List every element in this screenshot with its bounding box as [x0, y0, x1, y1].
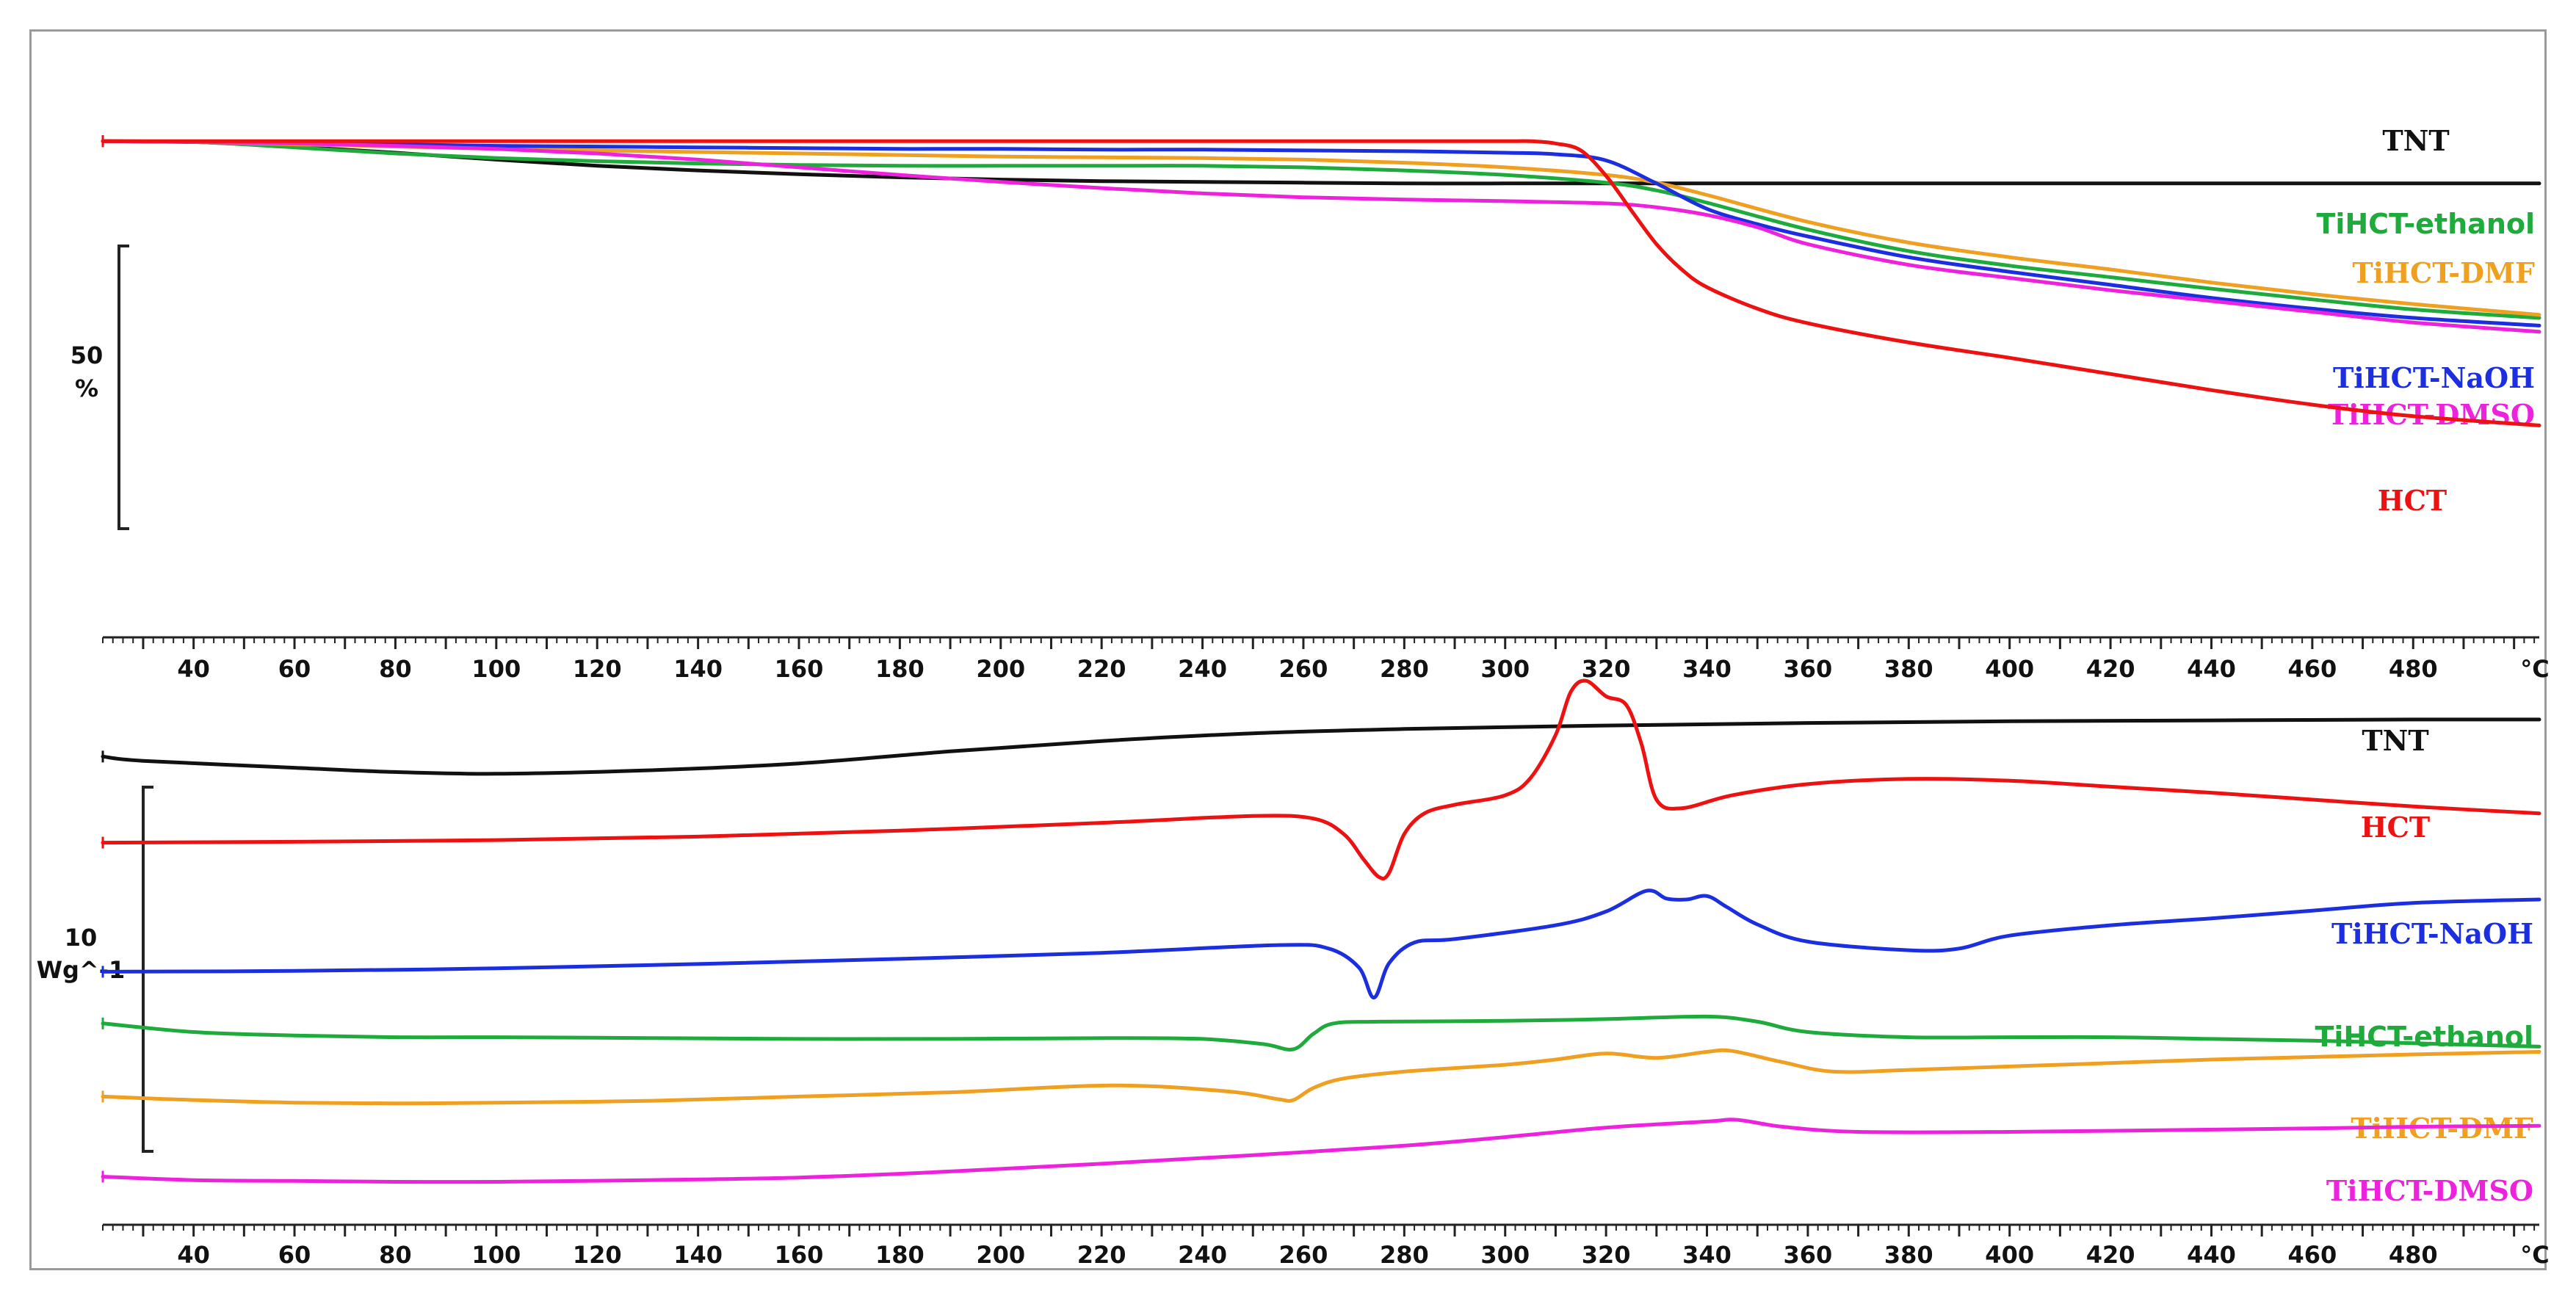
- x-tick-label: 360: [1784, 655, 1833, 683]
- chart-panel-tga: 40 60 80 100 120 140 160 180 200 220 240 260 280 300 3…: [70, 124, 2550, 683]
- x-tick-label: 420: [2086, 1241, 2135, 1269]
- x-tick-label: 480: [2389, 655, 2438, 683]
- x-tick-label: 320: [1582, 1241, 1631, 1269]
- series-line-hct: [101, 139, 2541, 427]
- x-tick-label: 80: [379, 1241, 412, 1269]
- x-tick-label: 340: [1682, 1241, 1732, 1269]
- x-tick-label: 380: [1884, 1241, 1933, 1269]
- x-tick-label: 440: [2187, 1241, 2236, 1269]
- x-tick-label: 440: [2187, 655, 2236, 683]
- series-label-hct: HCT: [2378, 484, 2447, 517]
- series-line-hct: [101, 678, 2541, 880]
- x-tick-label: 240: [1178, 1241, 1227, 1269]
- x-tick-label: 280: [1380, 1241, 1429, 1269]
- scale-bar-value: 10: [65, 924, 98, 952]
- x-tick-label: 40: [177, 1241, 210, 1269]
- x-tick-label: 100: [471, 655, 521, 683]
- series-label-tihct-naoh: TiHCT-NaOH: [2331, 917, 2533, 950]
- x-tick-label: 180: [875, 1241, 925, 1269]
- x-tick-label: 300: [1480, 1241, 1530, 1269]
- series-label-tihct-dmso: TiHCT-DMSO: [2326, 1174, 2533, 1207]
- x-tick-label: 280: [1380, 655, 1429, 683]
- x-tick-label: 160: [775, 1241, 824, 1269]
- x-tick-label: 100: [471, 1241, 521, 1269]
- x-tick-label: 320: [1582, 655, 1631, 683]
- series-label-tihct-naoh: TiHCT-NaOH: [2333, 361, 2535, 394]
- series-label-tihct-ethanol: TiHCT-ethanol: [2315, 1021, 2533, 1053]
- x-tick-label: 480: [2389, 1241, 2438, 1269]
- scale-bar: [142, 786, 153, 1153]
- series-line-tihct-dmso: [101, 139, 2541, 334]
- series-line-tihct-dmso: [101, 1118, 2541, 1184]
- x-tick-label: 460: [2287, 655, 2337, 683]
- x-tick-label: 240: [1178, 655, 1227, 683]
- x-tick-label: 140: [673, 655, 723, 683]
- scale-bar-value: 50: [70, 341, 104, 369]
- x-tick-label: 340: [1682, 655, 1732, 683]
- series-line-tihct-ethanol: [101, 1014, 2541, 1051]
- series-line-tihct-dmf: [101, 1048, 2541, 1106]
- x-tick-label: 60: [278, 1241, 311, 1269]
- x-tick-label: 60: [278, 655, 311, 683]
- x-unit-label: °C: [2520, 1241, 2549, 1269]
- x-tick-label: 80: [379, 655, 412, 683]
- x-tick-label: 180: [875, 655, 925, 683]
- chart-panel-dsc: 40 60 80 100 120 140 160 180 200 220 240 260 280 300 3…: [37, 678, 2550, 1269]
- x-tick-label: 120: [573, 655, 622, 683]
- series-label-tnt: TNT: [2362, 724, 2428, 757]
- x-tick-label: 140: [673, 1241, 723, 1269]
- x-tick-label: 200: [976, 1241, 1025, 1269]
- scale-bar: [117, 245, 129, 530]
- x-tick-label: 40: [177, 655, 210, 683]
- x-tick-label: 160: [775, 655, 824, 683]
- x-tick-label: 120: [573, 1241, 622, 1269]
- series-label-tihct-dmf: TiHCT-DMF: [2352, 256, 2535, 289]
- x-tick-label: 400: [1985, 1241, 2034, 1269]
- x-tick-label: 200: [976, 655, 1025, 683]
- x-tick-label: 460: [2287, 1241, 2337, 1269]
- series-line-tnt: [101, 717, 2541, 776]
- x-tick-label: 220: [1077, 1241, 1126, 1269]
- x-tick-label: 220: [1077, 655, 1126, 683]
- x-tick-label: 380: [1884, 655, 1933, 683]
- x-unit-label: °C: [2520, 655, 2549, 683]
- series-line-tihct-ethanol: [101, 139, 2541, 320]
- series-label-tihct-dmso: TiHCT-DMSO: [2328, 398, 2535, 431]
- x-tick-label: 260: [1279, 1241, 1328, 1269]
- x-tick-label: 420: [2086, 655, 2135, 683]
- series-label-hct: HCT: [2361, 811, 2430, 844]
- x-tick-label: 300: [1480, 655, 1530, 683]
- series-label-tnt: TNT: [2382, 124, 2449, 157]
- x-tick-label: 260: [1279, 655, 1328, 683]
- x-tick-label: 400: [1985, 655, 2034, 683]
- x-tick-label: 360: [1784, 1241, 1833, 1269]
- series-line-tihct-naoh: [101, 139, 2541, 327]
- series-line-tihct-naoh: [101, 888, 2541, 1000]
- scale-bar-unit: %: [75, 374, 98, 402]
- series-label-tihct-ethanol: TiHCT-ethanol: [2316, 208, 2535, 240]
